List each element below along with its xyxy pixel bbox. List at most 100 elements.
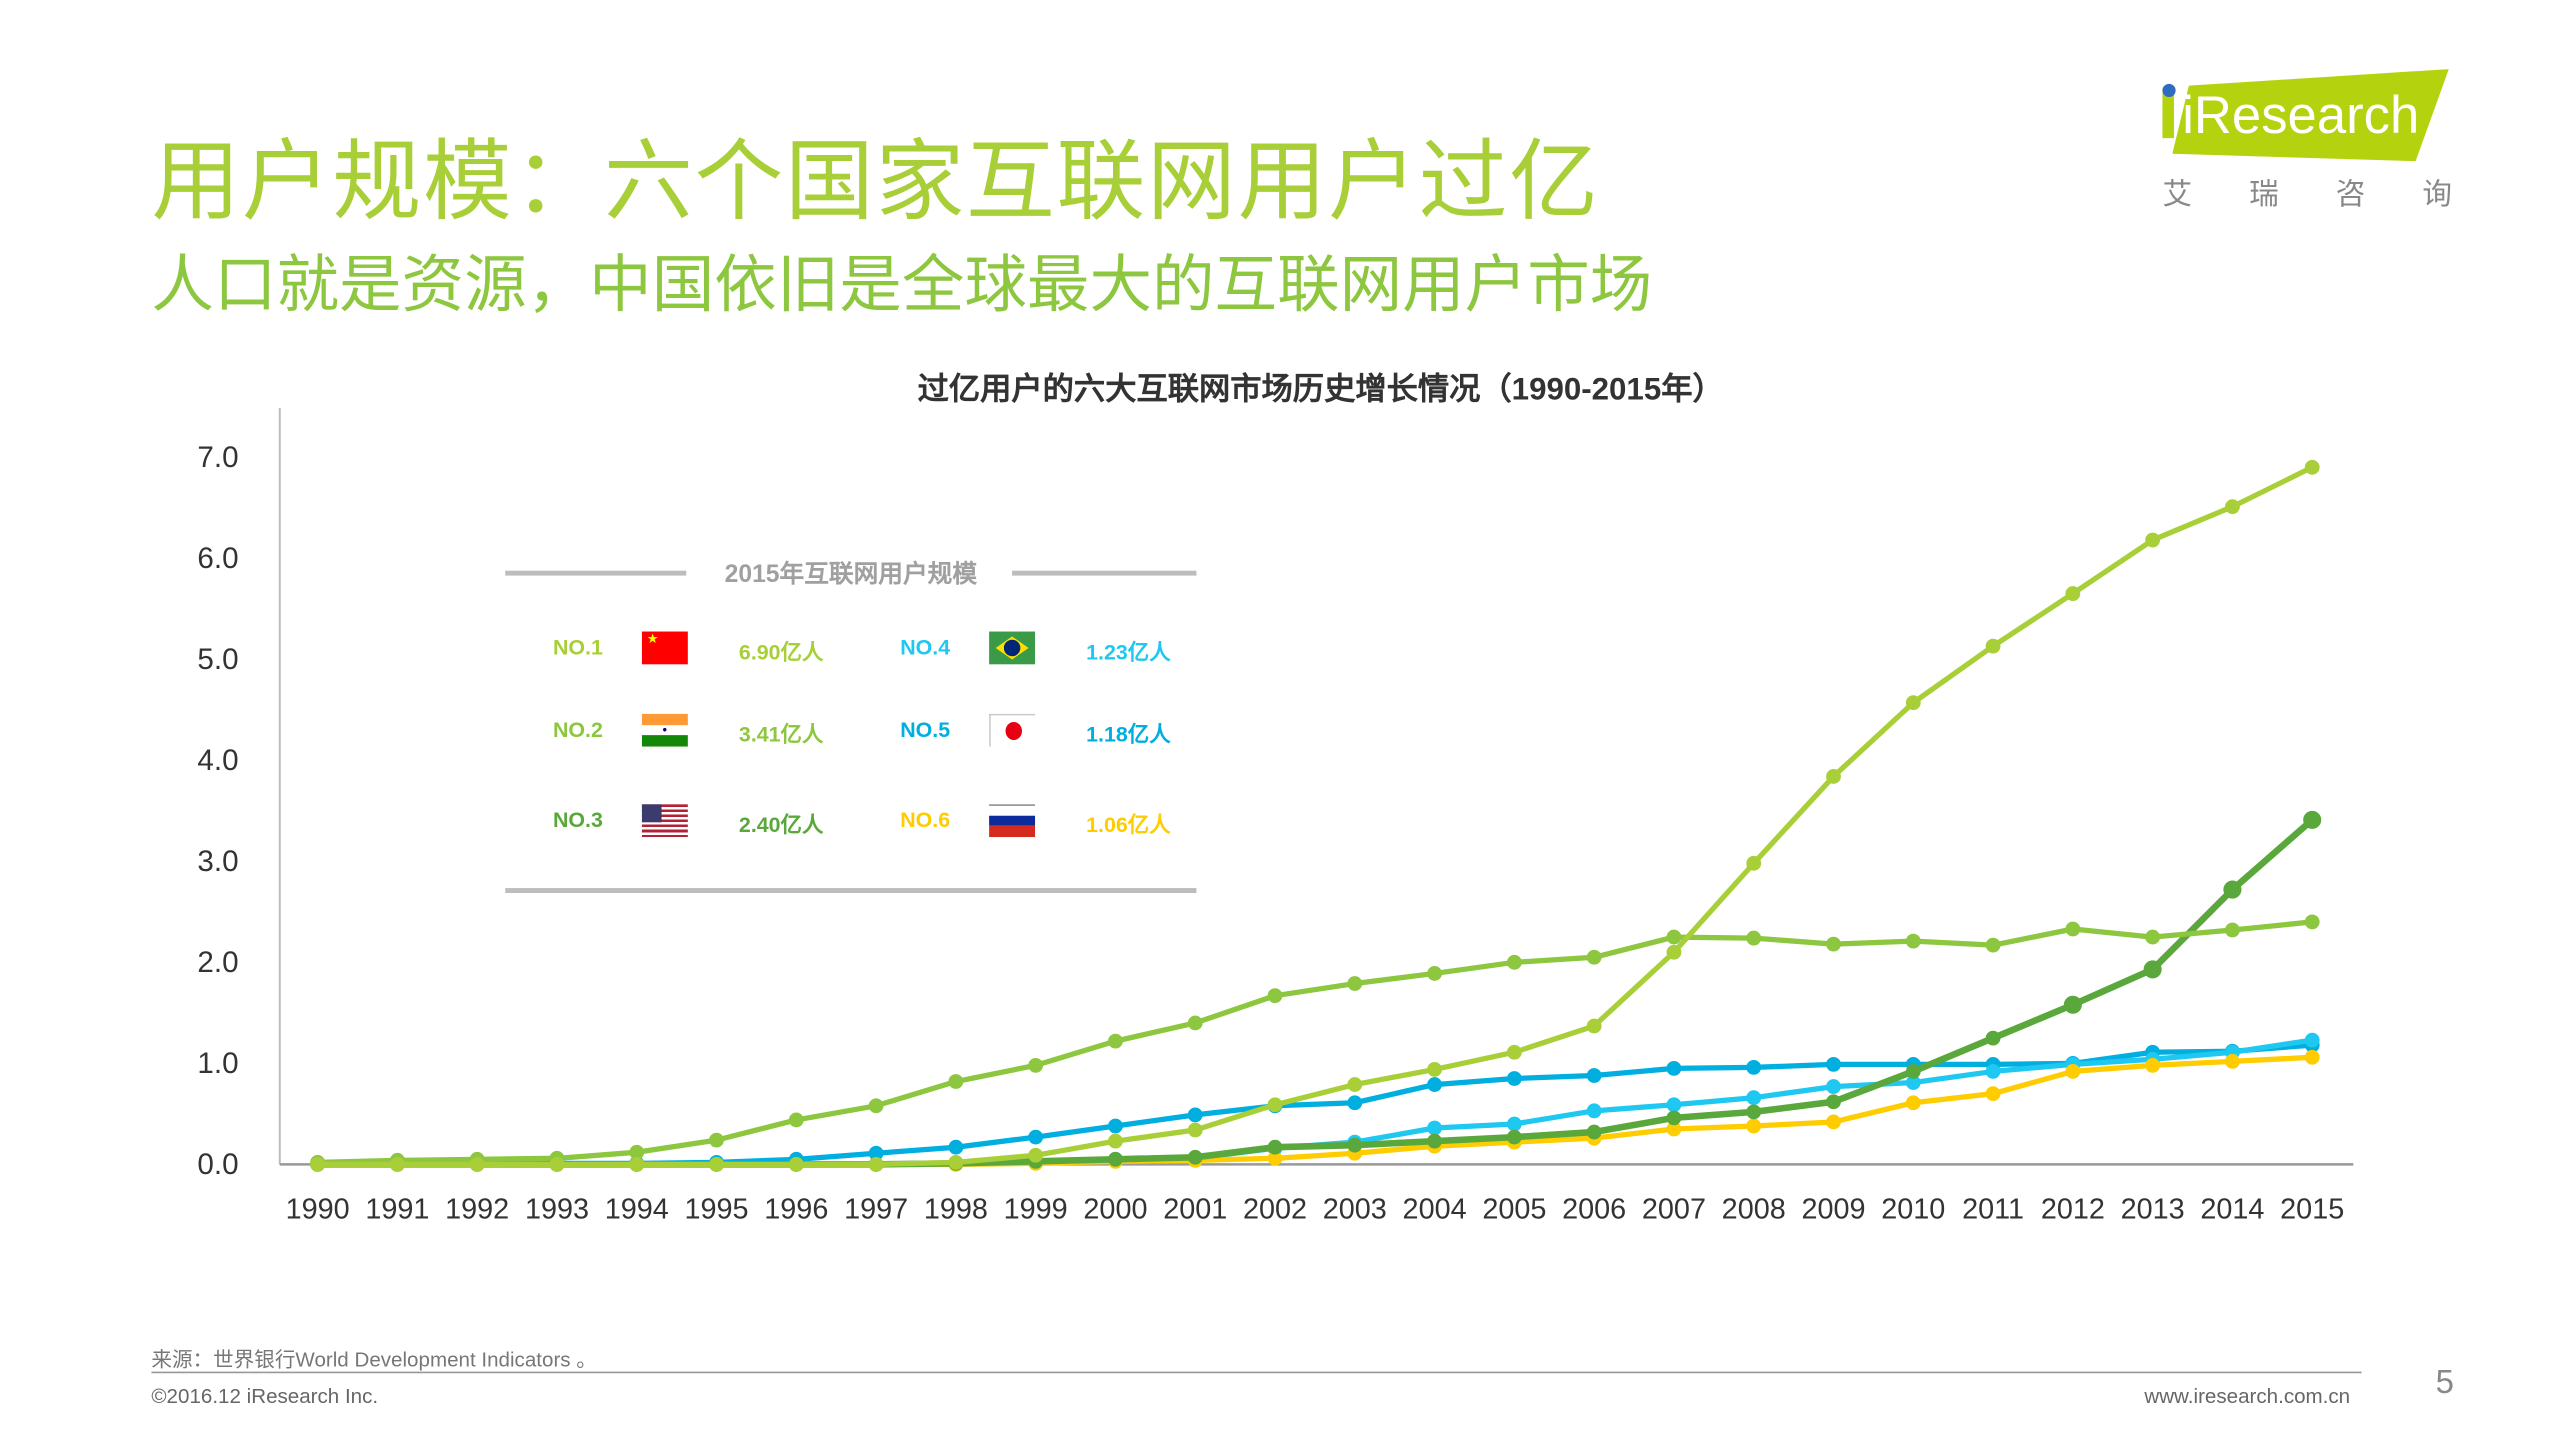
data-point [1108,1151,1123,1167]
x-tick-label: 2015 [2280,1194,2344,1226]
data-point [948,1139,964,1155]
data-point [1267,1139,1283,1155]
data-point [1506,1116,1522,1132]
data-point [1586,1103,1602,1119]
data-point [389,1156,405,1172]
x-tick-label: 2003 [1323,1194,1387,1226]
data-point [1028,1057,1044,1073]
japan-flag-icon [989,713,1036,747]
y-tick-label: 5.0 [197,643,238,676]
y-tick-label: 4.0 [197,744,238,777]
data-point [1267,1150,1283,1166]
russia-flag-icon [989,804,1036,838]
page-number: 5 [2435,1365,2454,1402]
data-point [1267,1097,1283,1113]
legend-rank: NO.1 [552,634,603,660]
data-point [1347,1077,1363,1092]
data-point [868,1156,884,1172]
x-tick-label: 2001 [1163,1194,1227,1226]
data-point [948,1074,964,1089]
data-point [1506,1071,1522,1086]
data-point [2225,922,2240,938]
website-link[interactable]: www.iresearch.com.cn [2144,1384,2351,1408]
data-point [1666,929,1682,945]
x-tick-label: 2007 [1642,1194,1706,1226]
data-point [1746,855,1762,871]
data-point [1905,1095,1921,1111]
x-tick-label: 1992 [445,1194,509,1226]
data-point [1427,1062,1442,1077]
data-point [549,1156,565,1172]
logo-dot [2162,83,2176,98]
x-tick-label: 1999 [1004,1194,1068,1226]
copyright: ©2016.12 iResearch Inc. [151,1384,379,1408]
data-point [2145,1057,2161,1073]
legend-value: 6.90亿人 [738,639,824,665]
logo-char: 瑞 [2249,177,2279,211]
data-point [1108,1033,1123,1049]
x-tick-label: 2011 [1962,1194,2024,1226]
legend-rank: NO.4 [900,634,951,660]
data-point [1187,1122,1203,1138]
legend-top-rule-left [505,570,687,576]
data-point [1108,1118,1123,1134]
footer-divider [151,1371,2362,1374]
data-point [1826,1079,1841,1094]
x-tick-label: 1997 [844,1194,908,1226]
data-point [1427,1133,1442,1149]
data-point [1586,1068,1602,1083]
data-point [868,1098,884,1114]
data-point [1826,769,1841,784]
x-tick-label: 1996 [764,1194,828,1226]
india-flag-icon: ● [641,713,688,747]
legend-value: 1.23亿人 [1086,639,1171,665]
x-tick-label: 2005 [1482,1194,1546,1226]
data-point [2063,995,2082,1014]
data-point [1347,976,1363,991]
data-point [709,1156,724,1172]
data-point [1985,1064,2001,1079]
data-point [2223,880,2242,899]
legend-value: 1.06亿人 [1086,812,1171,838]
data-point [310,1156,326,1172]
data-point [1985,1086,2001,1102]
logo-chinese: 艾 瑞 咨 询 [2162,171,2452,214]
data-point [1746,930,1762,946]
data-point [2145,532,2161,548]
legend-rank: NO.6 [900,807,951,833]
data-point [1586,1018,1602,1034]
data-point [2065,921,2081,937]
logo-char: 询 [2422,177,2453,211]
data-point [1506,1129,1522,1145]
data-point [2065,1064,2081,1079]
series-line-no3 [317,919,2313,1165]
logo-band [2172,69,2449,162]
data-point [1347,1137,1363,1153]
legend-value: 3.41亿人 [738,721,824,747]
data-point [1586,949,1602,965]
data-point [2303,810,2322,829]
logo-brand: iResearch [2182,85,2420,145]
data-point [788,1156,804,1172]
data-point [1666,1097,1682,1113]
legend-title: 2015年互联网用户规模 [724,560,978,589]
data-point [1427,966,1442,981]
legend-rank: NO.2 [552,717,603,742]
x-tick-label: 1998 [924,1194,988,1226]
data-point [1187,1107,1203,1123]
page-title: 用户规模：六个国家互联网用户过亿 [151,133,1600,232]
legend-box: 2015年互联网用户规模 NO.1 ★ 6.90亿人 NO.2 ● 3.41亿人 NO.3 2… [505,553,1197,898]
china-flag-icon: ★ [641,631,688,665]
data-point [1905,1064,1921,1079]
data-point [2304,1049,2320,1065]
data-point [1746,1104,1762,1120]
y-tick-label: 2.0 [197,946,238,979]
x-tick-label: 1990 [286,1194,350,1226]
x-tick-label: 2008 [1722,1194,1786,1226]
data-point [1427,1120,1442,1136]
iresearch-logo: iResearch 艾 瑞 咨 询 [2159,66,2455,214]
data-point [2225,1053,2240,1069]
source-note: 来源：世界银行World Development Indicators 。 [151,1348,597,1372]
